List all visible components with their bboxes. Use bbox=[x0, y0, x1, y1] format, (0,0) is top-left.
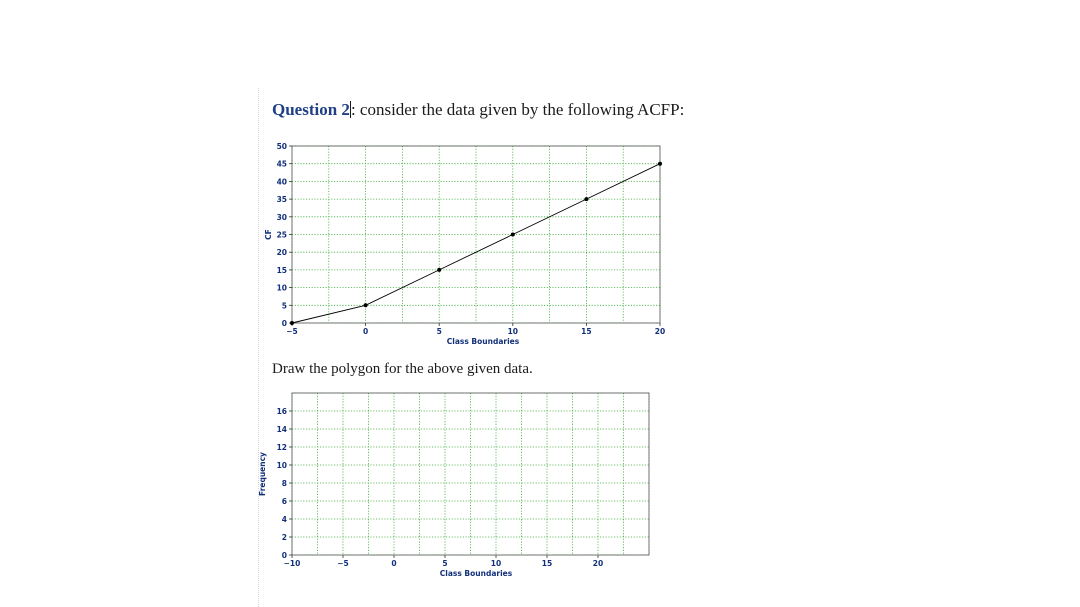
y-tick-label: 14 bbox=[277, 425, 287, 434]
y-tick-label: 25 bbox=[277, 231, 287, 240]
x-tick-label: 20 bbox=[655, 327, 665, 336]
y-tick-label: 5 bbox=[282, 301, 287, 310]
instruction-text: Draw the polygon for the above given dat… bbox=[272, 361, 533, 377]
y-tick-label: 10 bbox=[277, 461, 287, 470]
data-point bbox=[658, 161, 662, 166]
data-point bbox=[510, 232, 515, 237]
x-tick-label: −5 bbox=[286, 327, 298, 336]
y-tick-label: 12 bbox=[277, 443, 287, 452]
y-tick-label: 4 bbox=[282, 515, 287, 524]
x-tick-label: 15 bbox=[581, 327, 591, 336]
y-axis-label: Frequency bbox=[258, 452, 267, 496]
y-tick-label: 6 bbox=[282, 497, 287, 506]
x-tick-label: 0 bbox=[391, 559, 396, 568]
y-tick-label: 20 bbox=[277, 248, 287, 257]
x-tick-label: 10 bbox=[491, 559, 501, 568]
y-tick-label: 15 bbox=[277, 266, 287, 275]
y-tick-label: 0 bbox=[282, 319, 287, 328]
y-tick-label: 2 bbox=[282, 533, 287, 542]
x-tick-label: 15 bbox=[542, 559, 552, 568]
data-point bbox=[290, 321, 294, 325]
data-point bbox=[363, 303, 368, 308]
question-text: consider the data given by the following… bbox=[355, 100, 685, 119]
question-heading: Question 2: consider the data given by t… bbox=[272, 100, 684, 120]
x-axis-label: Class Boundaries bbox=[447, 337, 520, 346]
data-point bbox=[437, 267, 442, 272]
y-tick-label: 10 bbox=[277, 284, 287, 293]
y-tick-label: 35 bbox=[277, 195, 287, 204]
y-tick-label: 8 bbox=[282, 479, 287, 488]
plot-frame bbox=[291, 392, 650, 556]
x-tick-label: 20 bbox=[593, 559, 603, 568]
text-cursor bbox=[349, 101, 351, 118]
page-margin-guide bbox=[258, 88, 260, 607]
x-tick-label: 0 bbox=[363, 327, 368, 336]
x-tick-label: 5 bbox=[442, 559, 447, 568]
x-tick-label: −10 bbox=[284, 559, 301, 568]
question-colon: : bbox=[350, 100, 356, 119]
y-tick-label: 16 bbox=[277, 407, 287, 416]
y-tick-label: 50 bbox=[277, 142, 287, 151]
x-axis-label: Class Boundaries bbox=[440, 569, 513, 578]
x-tick-label: 10 bbox=[508, 327, 518, 336]
y-tick-label: 45 bbox=[277, 160, 287, 169]
data-point bbox=[584, 197, 589, 202]
x-tick-label: −5 bbox=[337, 559, 349, 568]
y-axis-label: CF bbox=[264, 229, 273, 240]
x-tick-label: 5 bbox=[437, 327, 442, 336]
y-tick-label: 30 bbox=[277, 213, 287, 222]
y-tick-label: 0 bbox=[282, 551, 287, 560]
y-tick-label: 40 bbox=[277, 177, 287, 186]
series-line bbox=[291, 163, 661, 324]
question-label: Question 2 bbox=[272, 100, 350, 119]
